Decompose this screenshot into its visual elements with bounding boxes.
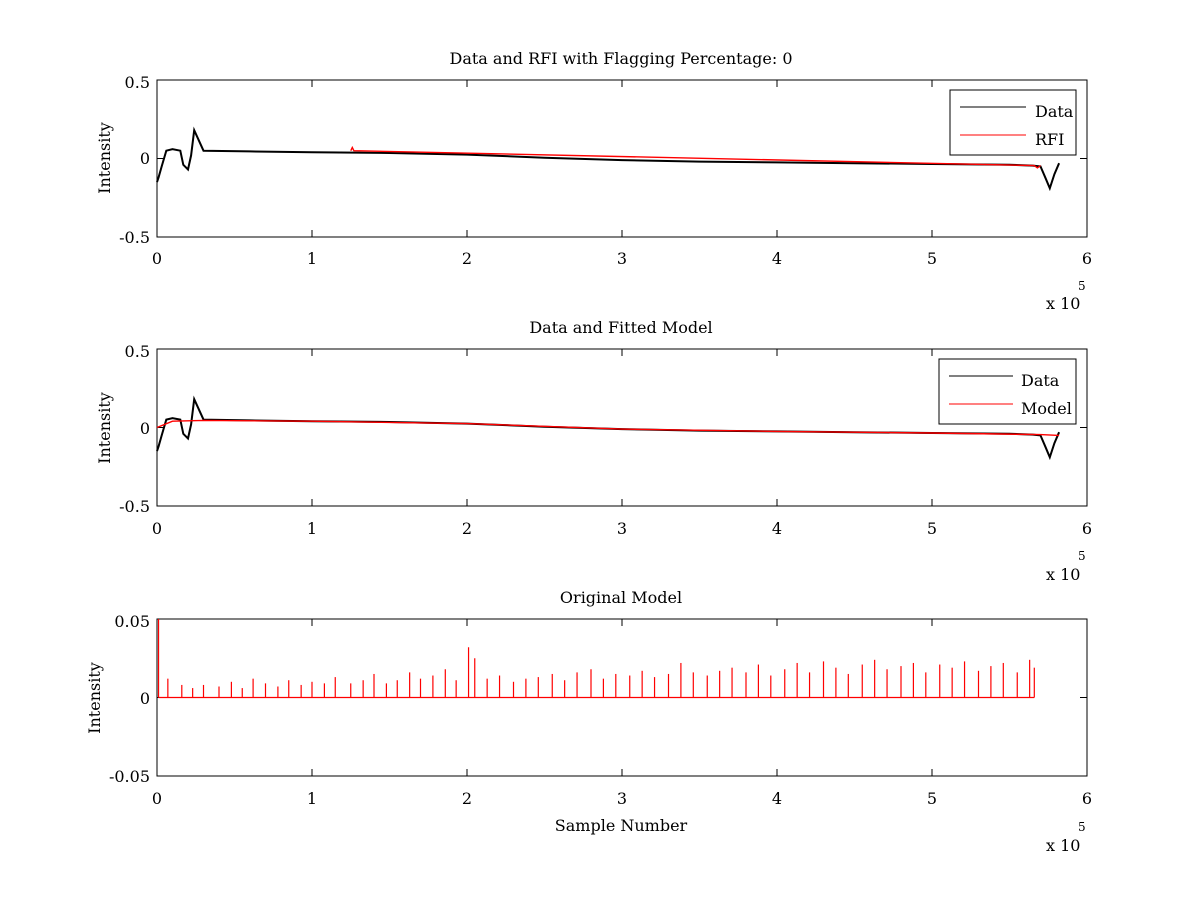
subplot-3-xlabel: Sample Number: [555, 816, 688, 835]
subplot-1-xtick-label: 1: [307, 249, 317, 268]
subplot-2-ylabel: Intensity: [95, 392, 114, 464]
subplot-1-ytick-label: -0.5: [119, 228, 150, 247]
subplot-1-legend-box: [949, 89, 1077, 156]
subplot-3-ytick-label: 0: [140, 689, 150, 708]
subplot-1-x-exponent: 5: [1078, 279, 1086, 293]
marks-layer: [156, 79, 1088, 777]
subplot-3-xtick-label: 4: [772, 789, 782, 808]
subplot-2-ytick-label: -0.5: [119, 497, 150, 516]
subplot-1-xtick-label: 2: [462, 249, 472, 268]
subplot-3-xtick-label: 6: [1082, 789, 1092, 808]
subplot-2-legend: Data Model: [938, 358, 1077, 425]
subplot-1-xtick-label: 0: [152, 249, 162, 268]
subplot-2-xtick-label: 5: [927, 519, 937, 538]
legend-label-data: Data: [1021, 371, 1060, 390]
subplot-1: Data and RFI with Flagging Percentage: 0…: [95, 49, 1092, 313]
subplot-2: Data and Fitted Model Intensity 0.5 0 -0…: [95, 318, 1092, 584]
subplot-2-x-exponent: 5: [1078, 549, 1086, 563]
subplot-1-title: Data and RFI with Flagging Percentage: 0: [449, 49, 792, 68]
subplot-1-ytick-label: 0: [140, 149, 150, 168]
subplot-2-title: Data and Fitted Model: [529, 318, 712, 337]
subplot-2-xtick-label: 2: [462, 519, 472, 538]
subplot-2-xtick-label: 0: [152, 519, 162, 538]
subplot-2-xtick-label: 6: [1082, 519, 1092, 538]
subplot-1-xtick-label: 5: [927, 249, 937, 268]
subplot-3-ytick-label: 0.05: [114, 612, 150, 631]
subplot-3-ylabel: Intensity: [85, 662, 104, 734]
subplot-3-xtick-label: 2: [462, 789, 472, 808]
series-line-rfi: [350, 145, 1041, 169]
subplot-3-xtick-label: 3: [617, 789, 627, 808]
subplot-1-axes-box: [156, 79, 1088, 238]
series-line-model: [156, 419, 1060, 437]
subplot-3-x-multiplier: x 10: [1046, 836, 1080, 855]
subplot-2-ytick-label: 0.5: [125, 342, 150, 361]
subplot-1-legend: Data RFI: [949, 89, 1077, 156]
subplot-2-xtick-label: 4: [772, 519, 782, 538]
subplot-1-xtick-label: 6: [1082, 249, 1092, 268]
subplot-1-x-multiplier: x 10: [1046, 294, 1080, 313]
subplot-2-xtick-label: 1: [307, 519, 317, 538]
legend-label-rfi: RFI: [1035, 130, 1064, 149]
subplot-1-ylabel: Intensity: [95, 122, 114, 194]
subplot-2-x-multiplier: x 10: [1046, 565, 1080, 584]
subplot-3-xtick-label: 1: [307, 789, 317, 808]
subplot-3-xtick-label: 0: [152, 789, 162, 808]
subplot-2-xtick-label: 3: [617, 519, 627, 538]
subplot-3-x-exponent: 5: [1078, 820, 1086, 834]
subplot-3-ytick-label: -0.05: [109, 767, 150, 786]
subplot-3-xtick-label: 5: [927, 789, 937, 808]
subplot-1-xtick-label: 3: [617, 249, 627, 268]
series-line-data: [156, 126, 1061, 192]
subplot-2-legend-box: [938, 358, 1077, 425]
subplot-1-xtick-label: 4: [772, 249, 782, 268]
subplot-2-ytick-label: 0: [140, 419, 150, 438]
legend-label-model: Model: [1021, 399, 1072, 418]
subplot-3: Original Model Intensity 0.05 0 -0.05 0 …: [85, 588, 1092, 855]
subplot-3-title: Original Model: [560, 588, 682, 607]
subplot-1-ytick-label: 0.5: [125, 73, 150, 92]
legend-label-data: Data: [1035, 102, 1074, 121]
